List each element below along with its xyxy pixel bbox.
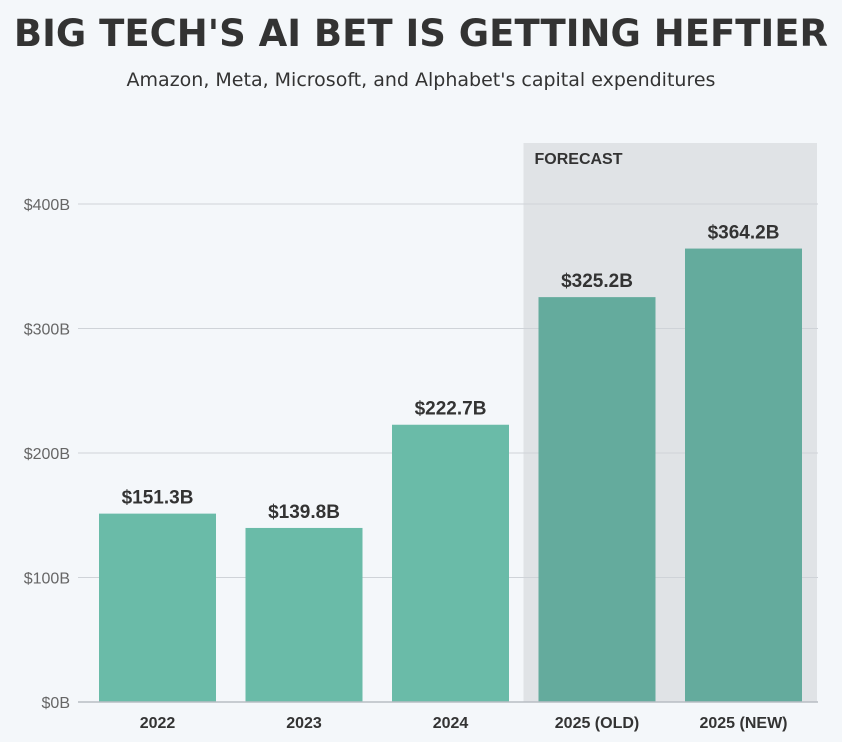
x-category-label: 2025 (OLD) bbox=[555, 715, 639, 732]
chart-title: BIG TECH'S AI BET IS GETTING HEFTIER bbox=[13, 12, 829, 55]
x-category-label: 2025 (NEW) bbox=[699, 715, 787, 732]
x-category-label: 2022 bbox=[140, 715, 176, 732]
x-category-label: 2024 bbox=[433, 715, 469, 732]
y-tick-label: $100B bbox=[24, 571, 70, 588]
y-tick-label: $300B bbox=[24, 322, 70, 339]
value-label: $151.3B bbox=[122, 488, 194, 509]
value-label: $325.2B bbox=[561, 271, 633, 292]
y-tick-label: $0B bbox=[42, 695, 70, 712]
value-label: $364.2B bbox=[708, 223, 780, 244]
bar bbox=[685, 248, 802, 703]
bar bbox=[99, 513, 216, 702]
bar bbox=[538, 297, 656, 702]
forecast-label: FORECAST bbox=[535, 151, 623, 168]
value-label: $222.7B bbox=[415, 399, 487, 420]
value-label: $139.8B bbox=[268, 502, 340, 523]
bar bbox=[392, 424, 509, 702]
x-category-label: 2023 bbox=[286, 715, 322, 732]
chart-subtitle: Amazon, Meta, Microsoft, and Alphabet's … bbox=[126, 69, 716, 91]
y-tick-label: $200B bbox=[24, 446, 70, 463]
y-tick-label: $400B bbox=[24, 197, 70, 214]
bar bbox=[245, 527, 363, 702]
